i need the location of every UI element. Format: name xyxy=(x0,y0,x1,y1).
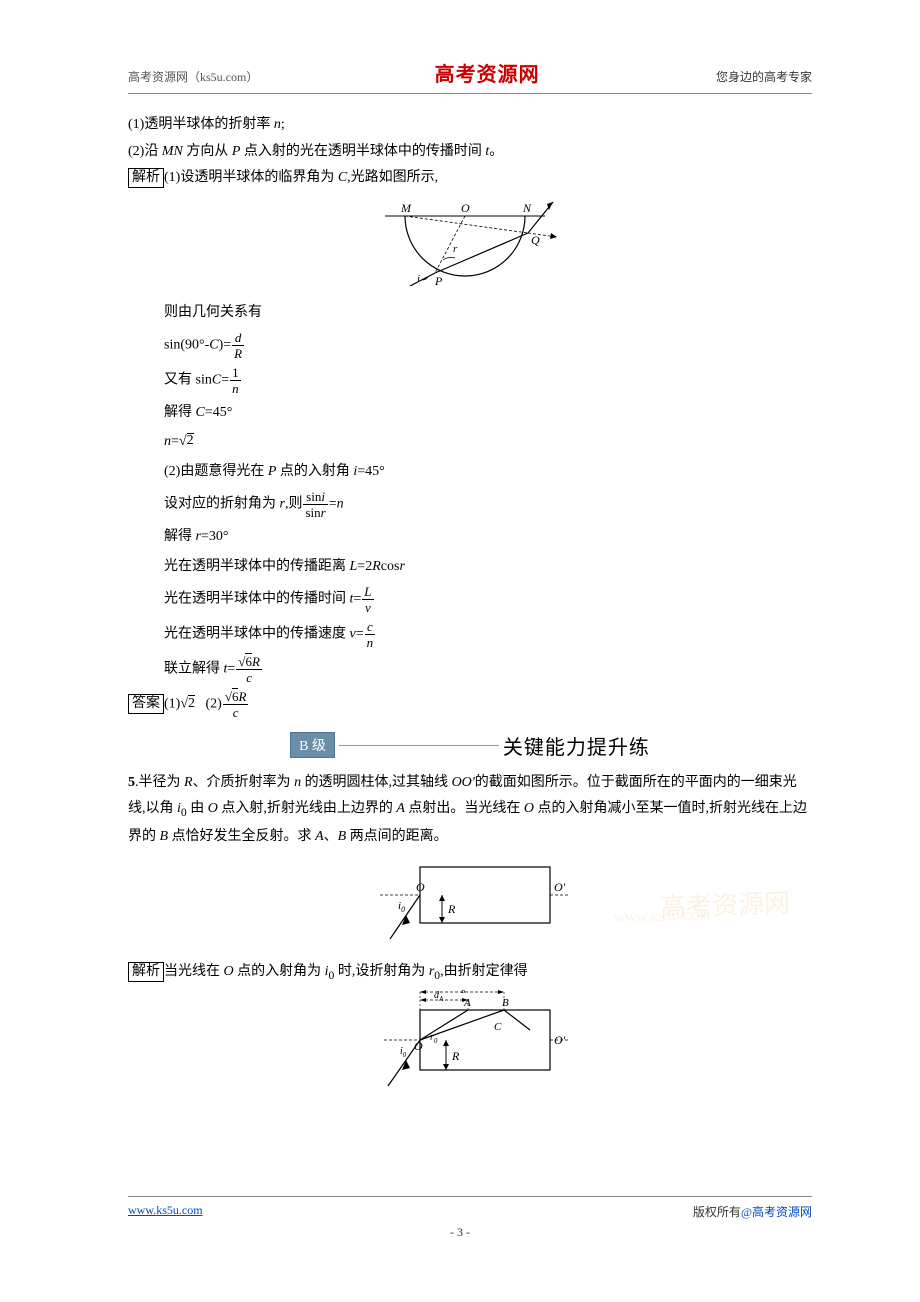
hemisphere-svg: M O N Q P i r xyxy=(375,200,565,286)
lbl-O: O xyxy=(461,201,470,215)
w2: sin(90°-C)=dR xyxy=(164,331,812,360)
footer-url[interactable]: www.ks5u.com xyxy=(128,1203,203,1220)
answer-label: 答案 xyxy=(128,694,164,714)
w1: 则由几何关系有 xyxy=(164,301,812,325)
lbl-r: r xyxy=(453,243,458,255)
question-5: 5.半径为 R、介质折射率为 n 的透明圆柱体,过其轴线 OO'的截面如图所示。… xyxy=(128,770,812,851)
section-divider: B 级 关键能力提升练 xyxy=(128,731,812,760)
w7: 设对应的折射角为 r,则sinisinr=n xyxy=(164,490,812,519)
d2-Op: O' xyxy=(554,880,566,894)
question-intro: (1)透明半球体的折射率 n; (2)沿 MN 方向从 P 点入射的光在透明半球… xyxy=(128,112,812,192)
w8: 解得 r=30° xyxy=(164,525,812,549)
intro-n: n xyxy=(274,117,281,132)
w9: 光在透明半球体中的传播距离 L=2Rcosr xyxy=(164,555,812,579)
w10: 光在透明半球体中的传播时间 t=Lv xyxy=(164,585,812,614)
w5: n=√2 xyxy=(164,430,812,454)
d2-R: R xyxy=(447,902,456,916)
svg-text:C: C xyxy=(494,1021,502,1033)
page-number: - 3 - xyxy=(0,1225,920,1240)
jiexi-label: 解析 xyxy=(128,168,164,188)
q5-jiexi-label: 解析 xyxy=(128,962,164,982)
svg-text:R: R xyxy=(451,1049,460,1063)
lbl-M: M xyxy=(400,201,412,215)
divider-line xyxy=(339,745,499,746)
svg-text:O': O' xyxy=(554,1033,566,1047)
lbl-i: i xyxy=(417,273,420,285)
jiexi-c: C xyxy=(338,170,347,185)
header-right: 您身边的高考专家 xyxy=(716,68,812,85)
cyl2-svg: O O' A B C dA dB i0 r0 R xyxy=(360,990,580,1090)
footer-copyright: 版权所有@高考资源网 xyxy=(693,1203,812,1220)
intro-1b: ; xyxy=(281,117,285,132)
w3: 又有 sinC=1n xyxy=(164,366,812,395)
cyl1-svg: O O' i0 R xyxy=(360,859,580,945)
svg-text:B: B xyxy=(502,997,509,1009)
b-level-badge: B 级 xyxy=(290,732,335,758)
svg-text:i0: i0 xyxy=(400,1046,407,1059)
svg-text:dB: dB xyxy=(456,990,466,995)
q5-jiexi: 解析当光线在 O 点的入射角为 i0 时,设折射角为 r0,由折射定律得 xyxy=(128,960,812,982)
w12: 联立解得 t=√6Rc xyxy=(164,655,812,684)
lbl-N: N xyxy=(522,201,532,215)
w6: (2)由题意得光在 P 点的入射角 i=45° xyxy=(164,460,812,484)
page-footer: www.ks5u.com 版权所有@高考资源网 xyxy=(128,1196,812,1220)
page-header: 高考资源网（ks5u.com） 高考资源网 您身边的高考专家 xyxy=(128,58,812,94)
d2-O: O xyxy=(416,880,425,894)
worked-solution: 则由几何关系有 sin(90°-C)=dR 又有 sinC=1n 解得 C=45… xyxy=(164,301,812,684)
diagram-hemisphere: M O N Q P i r xyxy=(128,200,812,291)
intro-2d: 。 xyxy=(489,144,503,159)
intro-mn: MN xyxy=(162,144,183,159)
section-title: 关键能力提升练 xyxy=(503,731,650,760)
diagram-cylinder-2: O O' A B C dA dB i0 r0 R xyxy=(128,990,812,1095)
lbl-Q: Q xyxy=(531,233,540,247)
d2-i0: i0 xyxy=(398,900,405,914)
w4: 解得 C=45° xyxy=(164,401,812,425)
w11: 光在透明半球体中的传播速度 v=cn xyxy=(164,620,812,649)
header-left: 高考资源网（ks5u.com） xyxy=(128,68,258,85)
intro-2c: 点入射的光在透明半球体中的传播时间 xyxy=(240,144,485,159)
intro-1a: (1)透明半球体的折射率 xyxy=(128,117,274,132)
intro-2b: 方向从 xyxy=(183,144,232,159)
q5-num: 5 xyxy=(128,775,135,790)
lbl-P: P xyxy=(434,274,443,286)
answer-line: 答案(1)√2 (2)√6Rc xyxy=(128,690,812,719)
diagram-cylinder-1: O O' i0 R xyxy=(128,859,812,950)
jiexi-b: ,光路如图所示, xyxy=(347,170,438,185)
jiexi-a: (1)设透明半球体的临界角为 xyxy=(164,170,338,185)
intro-2a: (2)沿 xyxy=(128,144,162,159)
header-center-logo: 高考资源网 xyxy=(435,58,540,87)
